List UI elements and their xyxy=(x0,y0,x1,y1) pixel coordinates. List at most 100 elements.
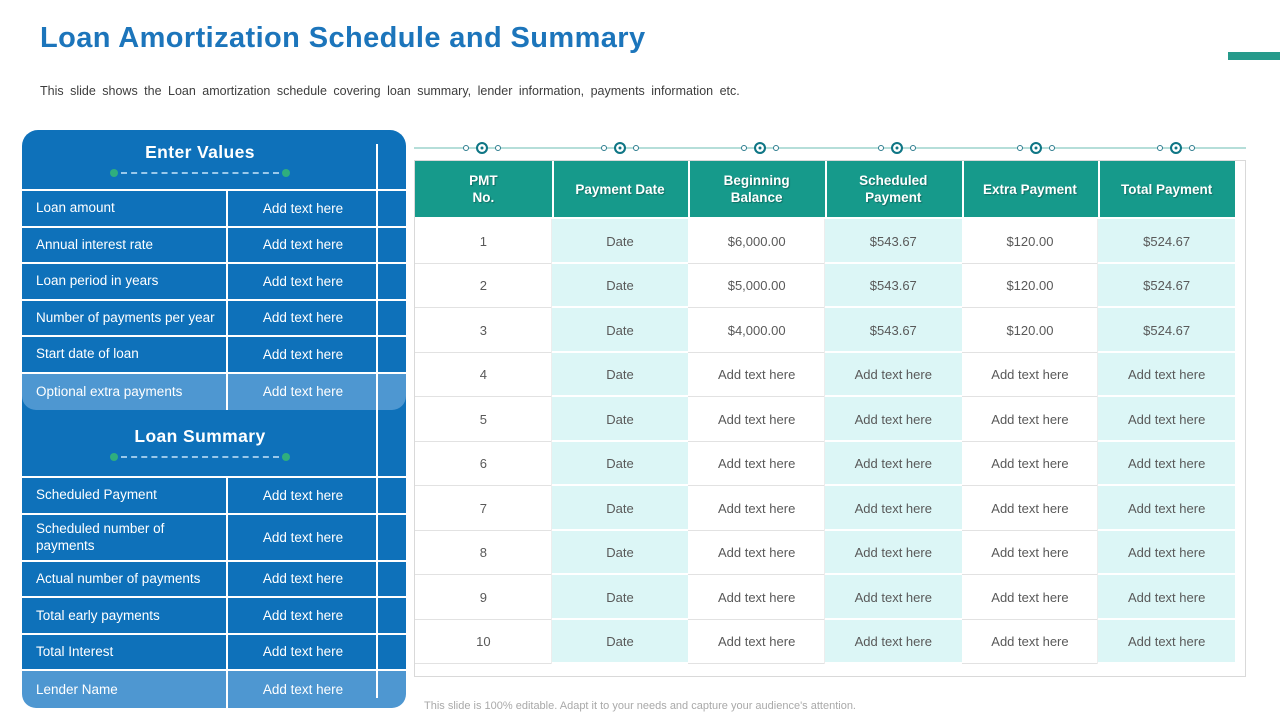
table-cell-placeholder[interactable]: Add text here xyxy=(688,619,825,664)
table-cell-placeholder[interactable]: Add text here xyxy=(824,397,962,442)
table-cell: $543.67 xyxy=(824,263,962,308)
field-value-placeholder[interactable]: Add text here xyxy=(262,384,344,400)
table-cell-placeholder[interactable]: Add text here xyxy=(688,486,825,531)
field-value-placeholder[interactable]: Add text here xyxy=(262,346,344,362)
table-cell-placeholder[interactable]: Add text here xyxy=(688,530,825,575)
panel-row: Actual number of payments Add text here xyxy=(22,561,406,599)
table-cell-placeholder[interactable]: Add text here xyxy=(824,441,962,486)
table-header-row: PMT No. Payment Date Beginning Balance Sche… xyxy=(415,161,1235,219)
table-cell-placeholder[interactable]: Add text here xyxy=(961,575,1099,620)
field-value-placeholder[interactable]: Add text here xyxy=(262,487,344,503)
table-cell-placeholder[interactable]: Add text here xyxy=(1098,486,1235,531)
table-cell-placeholder[interactable]: Add text here xyxy=(961,397,1099,442)
table-column-header: PMT No. xyxy=(415,161,552,219)
table-cell-placeholder[interactable]: Date xyxy=(551,263,689,308)
table-cell-placeholder[interactable]: Add text here xyxy=(961,441,1099,486)
column-divider xyxy=(226,227,228,262)
table-cell-placeholder[interactable]: Date xyxy=(551,619,689,664)
panel-row: Start date of loan Add text here xyxy=(22,337,406,374)
table-cell-placeholder[interactable]: Add text here xyxy=(824,486,962,531)
table-column-header: Total Payment xyxy=(1098,161,1235,219)
table-cell-placeholder[interactable]: Add text here xyxy=(688,397,825,442)
connector-node-icon xyxy=(878,140,917,156)
field-value-placeholder[interactable]: Add text here xyxy=(262,200,344,216)
table-cell-placeholder[interactable]: Date xyxy=(551,486,689,531)
small-circle-icon xyxy=(494,145,501,151)
field-value-placeholder[interactable]: Add text here xyxy=(262,571,344,587)
dot-icon xyxy=(282,169,290,177)
amortization-table-container: PMT No. Payment Date Beginning Balance Sche… xyxy=(414,160,1246,677)
field-value-placeholder[interactable]: Add text here xyxy=(262,273,344,289)
column-divider xyxy=(226,514,228,560)
page-title: Loan Amortization Schedule and Summary xyxy=(40,22,646,54)
table-cell-placeholder[interactable]: Add text here xyxy=(824,530,962,575)
table-cell: 10 xyxy=(415,619,552,664)
table-cell: 9 xyxy=(415,575,552,620)
table-cell-placeholder[interactable]: Add text here xyxy=(824,575,962,620)
field-label: Actual number of payments xyxy=(36,571,201,587)
dashed-line xyxy=(121,172,279,174)
field-value-placeholder[interactable]: Add text here xyxy=(262,529,344,545)
table-cell: 5 xyxy=(415,397,552,442)
column-divider xyxy=(226,561,228,597)
table-cell-placeholder[interactable]: Date xyxy=(551,441,689,486)
table-cell-placeholder[interactable]: Add text here xyxy=(688,441,825,486)
dot-icon xyxy=(110,169,118,177)
table-cell-placeholder[interactable]: Date xyxy=(551,219,689,264)
table-cell: 8 xyxy=(415,530,552,575)
dot-icon xyxy=(282,453,290,461)
table-cell-placeholder[interactable]: Add text here xyxy=(1098,575,1235,620)
enter-values-heading: Enter Values xyxy=(22,130,406,191)
table-row: 1 Date $6,000.00 $543.67 $120.00 $524.67 xyxy=(415,219,1235,264)
table-row: 6 Date Add text here Add text here Add text … xyxy=(415,441,1235,486)
table-cell-placeholder[interactable]: Date xyxy=(551,575,689,620)
table-cell-placeholder[interactable]: Add text here xyxy=(1098,619,1235,664)
table-cell-placeholder[interactable]: Add text here xyxy=(1098,352,1235,397)
table-cell-placeholder[interactable]: Add text here xyxy=(688,575,825,620)
panel-row: Optional extra payments Add text here xyxy=(22,373,406,410)
table-row: 8 Date Add text here Add text here Add text … xyxy=(415,530,1235,575)
table-cell: 3 xyxy=(415,308,552,353)
slide-subtitle: This slide shows the Loan amortization s… xyxy=(40,84,740,98)
table-cell-placeholder[interactable]: Add text here xyxy=(688,352,825,397)
table-cell: $524.67 xyxy=(1098,308,1235,353)
table-cell-placeholder[interactable]: Add text here xyxy=(824,619,962,664)
column-divider xyxy=(226,478,228,513)
table-cell-placeholder[interactable]: Add text here xyxy=(1098,441,1235,486)
field-value-placeholder[interactable]: Add text here xyxy=(262,310,344,326)
field-value-placeholder[interactable]: Add text here xyxy=(262,237,344,253)
table-cell-placeholder[interactable]: Date xyxy=(551,530,689,575)
table-cell-placeholder[interactable]: Add text here xyxy=(961,530,1099,575)
table-cell-placeholder[interactable]: Date xyxy=(551,308,689,353)
table-cell-placeholder[interactable]: Add text here xyxy=(1098,530,1235,575)
small-circle-icon xyxy=(878,145,885,151)
table-cell: $5,000.00 xyxy=(688,263,825,308)
field-label: Loan amount xyxy=(36,200,115,216)
table-cell-placeholder[interactable]: Add text here xyxy=(961,619,1099,664)
panel-flap-divider xyxy=(376,144,378,698)
field-label: Number of payments per year xyxy=(36,309,215,325)
table-cell: $524.67 xyxy=(1098,219,1235,264)
table-cell-placeholder[interactable]: Add text here xyxy=(824,352,962,397)
field-label: Optional extra payments xyxy=(36,383,183,399)
field-value-placeholder[interactable]: Add text here xyxy=(262,644,344,660)
field-value-placeholder[interactable]: Add text here xyxy=(262,607,344,623)
heading-underline-decoration xyxy=(110,453,290,461)
table-cell-placeholder[interactable]: Add text here xyxy=(961,486,1099,531)
field-value-placeholder[interactable]: Add text here xyxy=(262,681,344,697)
small-circle-icon xyxy=(601,145,607,151)
table-cell: 2 xyxy=(415,263,552,308)
table-cell-placeholder[interactable]: Date xyxy=(551,397,689,442)
table-cell-placeholder[interactable]: Add text here xyxy=(1098,397,1235,442)
large-circle-icon xyxy=(891,142,904,154)
large-circle-icon xyxy=(753,142,766,154)
table-cell-placeholder[interactable]: Date xyxy=(551,352,689,397)
connector-node-icon xyxy=(462,140,501,156)
panel-row: Total early payments Add text here xyxy=(22,598,406,635)
table-cell-placeholder[interactable]: Add text here xyxy=(961,352,1099,397)
panel-row: Annual interest rate Add text here xyxy=(22,227,406,264)
table-cell: 6 xyxy=(415,441,552,486)
table-row: 3 Date $4,000.00 $543.67 $120.00 $524.67 xyxy=(415,308,1235,353)
column-divider xyxy=(226,300,228,335)
small-circle-icon xyxy=(910,145,917,151)
